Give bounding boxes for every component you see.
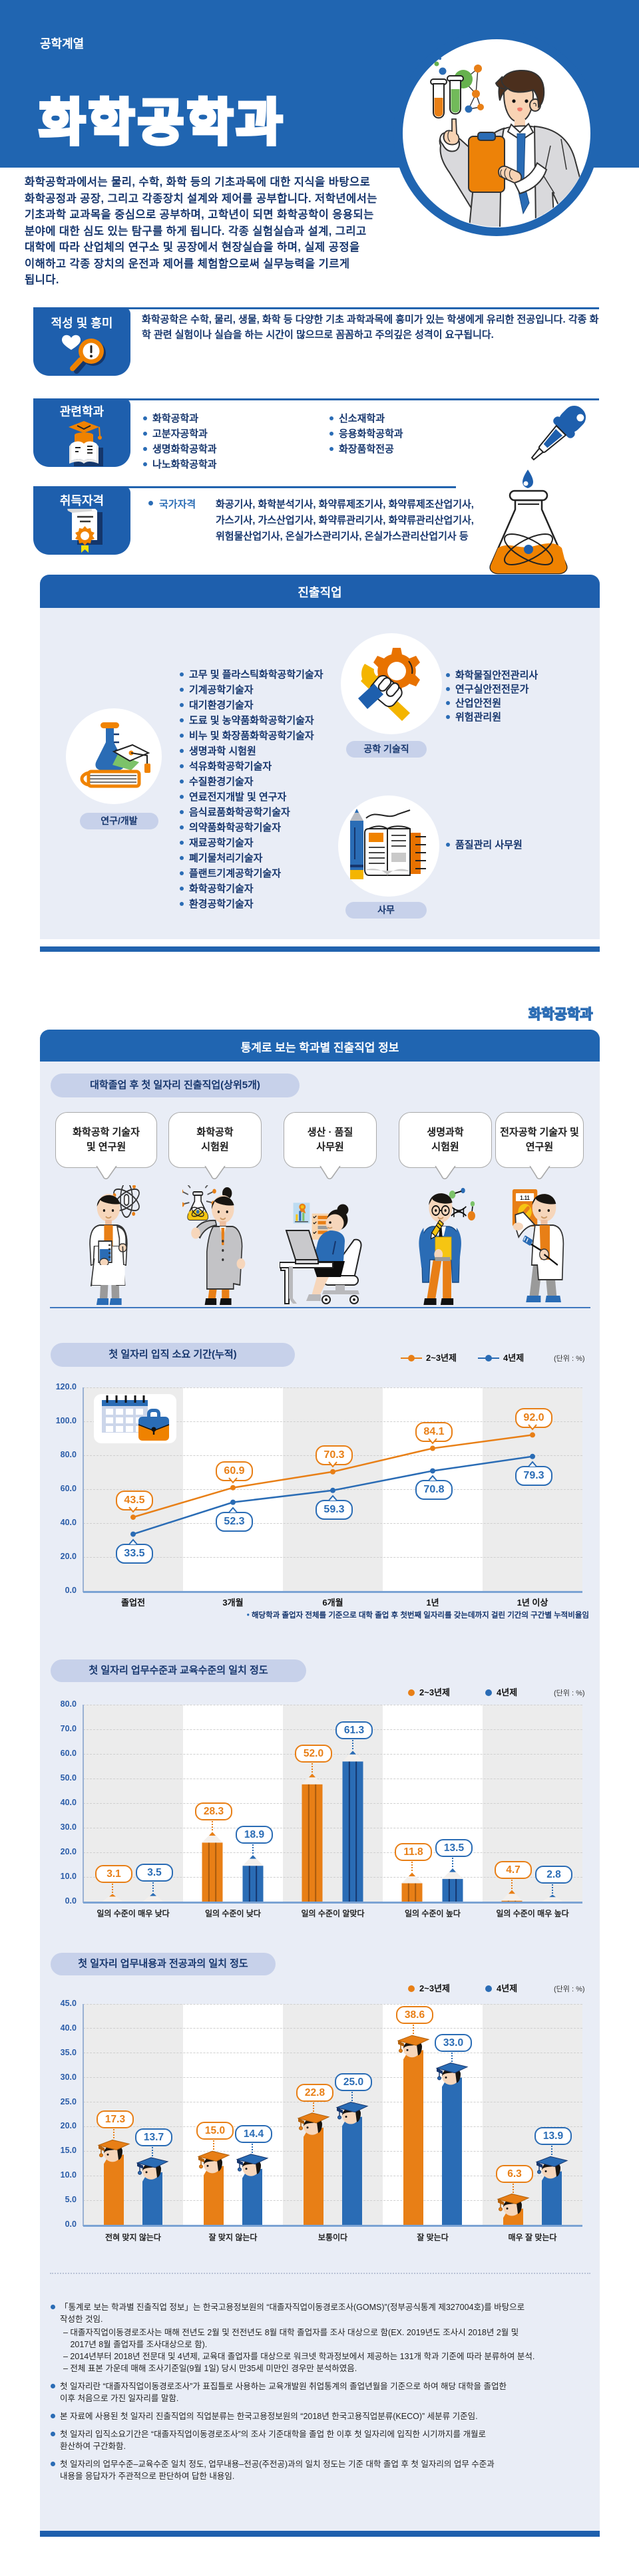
svg-text:1.11: 1.11 bbox=[520, 1194, 530, 1201]
svg-text:2~3년제: 2~3년제 bbox=[419, 1687, 450, 1697]
svg-text:4년제: 4년제 bbox=[497, 1687, 517, 1697]
svg-text:4년제: 4년제 bbox=[497, 1983, 517, 1993]
svg-text:(단위 : %): (단위 : %) bbox=[554, 1354, 585, 1363]
svg-text:2~3년제: 2~3년제 bbox=[426, 1353, 457, 1363]
svg-text:(단위 : %): (단위 : %) bbox=[554, 1689, 585, 1697]
svg-text:4년제: 4년제 bbox=[503, 1353, 524, 1363]
svg-text:(단위 : %): (단위 : %) bbox=[554, 1985, 585, 1993]
svg-text:2~3년제: 2~3년제 bbox=[419, 1983, 450, 1993]
